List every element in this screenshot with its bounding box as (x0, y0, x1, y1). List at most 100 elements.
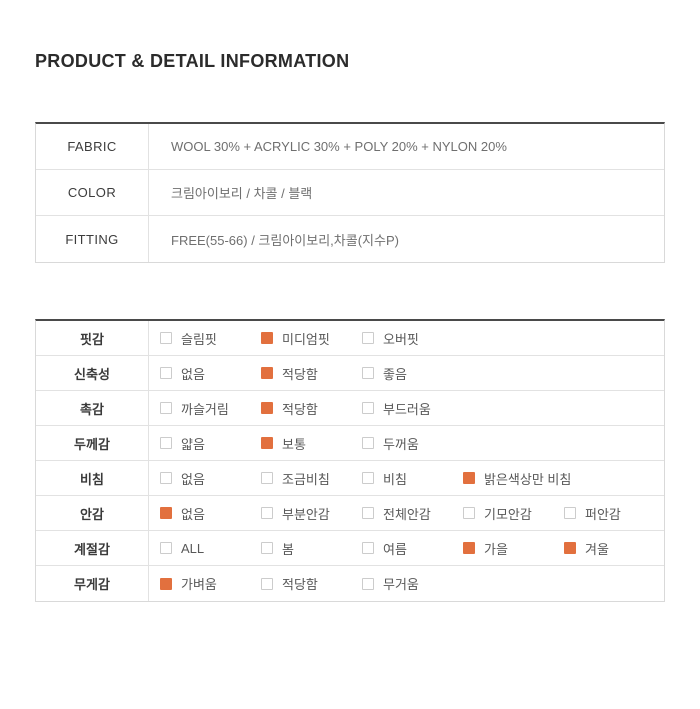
option-label: 없음 (181, 506, 205, 522)
detail-table-row: 두께감 얇음 보통 두꺼움 (36, 426, 664, 461)
option-label: 밝은색상만 비침 (484, 471, 572, 487)
detail-row-label: 계절감 (36, 531, 149, 565)
detail-table-row: 촉감 까슬거림 적당함 부드러움 (36, 391, 664, 426)
option-item: 까슬거림 (160, 399, 261, 418)
detail-row-label: 무게감 (36, 566, 149, 601)
detail-row-label: 촉감 (36, 391, 149, 425)
option-item: 슬림핏 (160, 329, 261, 348)
option-item: 부드러움 (362, 399, 431, 418)
option-label: ALL (181, 540, 205, 556)
unchecked-box-icon (362, 507, 374, 519)
unchecked-box-icon (160, 542, 172, 554)
option-label: 얇음 (181, 436, 205, 452)
option-item: 없음 (160, 364, 261, 383)
detail-row-options: 슬림핏 미디엄핏 오버핏 (149, 321, 664, 355)
option-label: 조금비침 (282, 471, 330, 487)
unchecked-box-icon (261, 577, 273, 590)
option-label: 비침 (383, 471, 407, 487)
unchecked-box-icon (261, 472, 273, 484)
option-label: 여름 (383, 541, 407, 557)
unchecked-box-icon (362, 472, 374, 484)
unchecked-box-icon (362, 402, 374, 414)
detail-row-options: 까슬거림 적당함 부드러움 (149, 391, 664, 425)
option-label: 없음 (181, 366, 205, 382)
option-item: 가을 (463, 539, 564, 558)
option-label: 까슬거림 (181, 401, 229, 417)
info-row-label: FABRIC (36, 124, 149, 169)
checked-box-icon (261, 332, 273, 344)
option-item: 없음 (160, 504, 261, 523)
option-label: 퍼안감 (585, 506, 621, 522)
unchecked-box-icon (261, 542, 273, 554)
option-item: 부분안감 (261, 504, 362, 523)
option-item: 적당함 (261, 399, 362, 418)
option-label: 봄 (282, 541, 294, 557)
info-row-label: FITTING (36, 216, 149, 262)
unchecked-box-icon (463, 507, 475, 519)
detail-row-options: ALL 봄 여름 가을 겨울 (149, 531, 664, 565)
detail-row-options: 없음 부분안감 전체안감 기모안감 퍼안감 (149, 496, 664, 530)
unchecked-box-icon (564, 507, 576, 519)
checked-box-icon (261, 402, 273, 414)
option-item: 보통 (261, 434, 362, 453)
option-label: 좋음 (383, 366, 407, 382)
page-title: PRODUCT & DETAIL INFORMATION (35, 51, 350, 71)
unchecked-box-icon (160, 472, 172, 484)
checked-box-icon (463, 542, 475, 554)
detail-table: 핏감 슬림핏 미디엄핏 오버핏 신축성 없음 적당함 좋음 촉감 까슬거림 적당함 부드러움 두께감 얇음… (35, 319, 665, 602)
detail-table-row: 안감 없음 부분안감 전체안감 기모안감 퍼안감 (36, 496, 664, 531)
detail-row-options: 얇음 보통 두꺼움 (149, 426, 664, 460)
detail-row-label: 핏감 (36, 321, 149, 355)
info-table-row: FABRIC WOOL 30% + ACRYLIC 30% + POLY 20% … (36, 124, 664, 170)
unchecked-box-icon (362, 332, 374, 344)
option-item: 적당함 (261, 574, 362, 593)
unchecked-box-icon (362, 577, 374, 590)
detail-table-row: 무게감 가벼움 적당함 무거움 (36, 566, 664, 601)
info-table-row: COLOR 크림아이보리 / 차콜 / 블랙 (36, 170, 664, 216)
option-item: 무거움 (362, 574, 419, 593)
option-item: 여름 (362, 539, 463, 558)
detail-row-options: 없음 조금비침 비침 밝은색상만 비침 (149, 461, 664, 495)
option-item: 미디엄핏 (261, 329, 362, 348)
option-label: 가벼움 (181, 577, 217, 592)
unchecked-box-icon (160, 402, 172, 414)
option-label: 적당함 (282, 366, 318, 382)
option-label: 무거움 (383, 577, 419, 592)
unchecked-box-icon (362, 437, 374, 449)
option-item: 없음 (160, 469, 261, 488)
option-item: 조금비침 (261, 469, 362, 488)
detail-table-row: 핏감 슬림핏 미디엄핏 오버핏 (36, 321, 664, 356)
option-item: 기모안감 (463, 504, 564, 523)
option-label: 보통 (282, 436, 306, 452)
option-label: 적당함 (282, 401, 318, 417)
detail-row-options: 가벼움 적당함 무거움 (149, 566, 664, 601)
option-label: 슬림핏 (181, 331, 217, 347)
option-item: 두꺼움 (362, 434, 419, 453)
detail-table-row: 계절감 ALL 봄 여름 가을 겨울 (36, 531, 664, 566)
option-item: 얇음 (160, 434, 261, 453)
detail-row-options: 없음 적당함 좋음 (149, 356, 664, 390)
unchecked-box-icon (261, 507, 273, 519)
detail-row-label: 두께감 (36, 426, 149, 460)
option-label: 기모안감 (484, 506, 532, 522)
option-item: 오버핏 (362, 329, 419, 348)
checked-box-icon (160, 507, 172, 519)
unchecked-box-icon (160, 367, 172, 379)
detail-row-label: 안감 (36, 496, 149, 530)
option-label: 겨울 (585, 541, 609, 557)
unchecked-box-icon (362, 542, 374, 554)
checked-box-icon (160, 577, 172, 590)
info-row-value: 크림아이보리 / 차콜 / 블랙 (171, 186, 313, 201)
unchecked-box-icon (160, 437, 172, 449)
option-item: 비침 (362, 469, 463, 488)
info-row-value: FREE(55-66) / 크림아이보리,차콜(지수P) (171, 232, 399, 248)
detail-row-label: 비침 (36, 461, 149, 495)
info-table-row: FITTING FREE(55-66) / 크림아이보리,차콜(지수P) (36, 216, 664, 262)
checked-box-icon (261, 437, 273, 449)
checked-box-icon (463, 472, 475, 484)
option-label: 부드러움 (383, 401, 431, 417)
option-label: 없음 (181, 471, 205, 487)
detail-table-row: 비침 없음 조금비침 비침 밝은색상만 비침 (36, 461, 664, 496)
detail-row-label: 신축성 (36, 356, 149, 390)
option-label: 적당함 (282, 577, 318, 592)
